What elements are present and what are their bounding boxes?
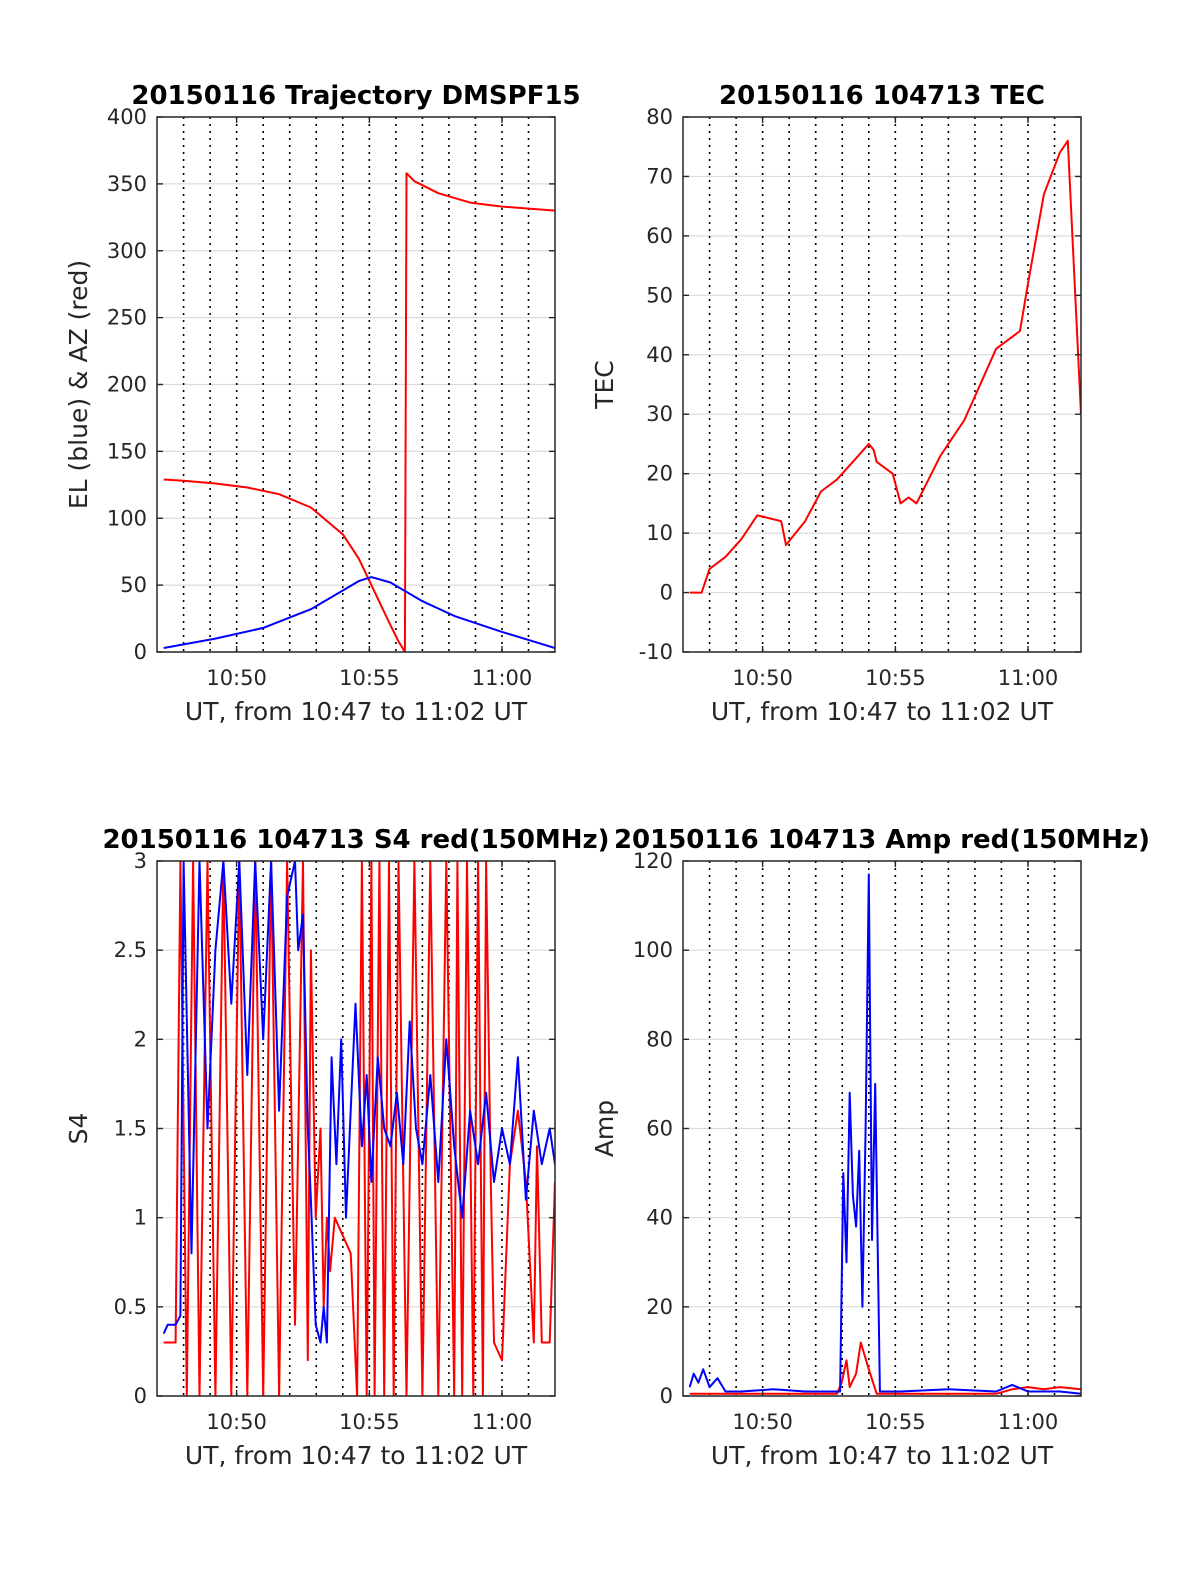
series-line-1 — [689, 139, 1081, 594]
chart-2: 10:50 10:55 11:00 -10 0 10 20 30 40 50 60 70 80 20150… — [590, 81, 1082, 726]
y-tick-label: -10 — [639, 640, 673, 664]
y-tick-label: 40 — [646, 1206, 673, 1230]
y-tick-label: 20 — [646, 462, 673, 486]
series-line-2 — [163, 576, 555, 649]
x-tick-label: 10:50 — [206, 1410, 267, 1434]
x-tick-label: 10:55 — [339, 1410, 400, 1434]
y-tick-label: 1 — [134, 1206, 147, 1230]
x-axis-label: UT, from 10:47 to 11:02 UT — [711, 697, 1054, 726]
x-tick-label: 11:00 — [472, 1410, 533, 1434]
x-tick-label: 10:50 — [206, 666, 267, 690]
y-tick-label: 50 — [646, 283, 673, 307]
plot-area — [683, 117, 1081, 652]
x-tick-label: 10:50 — [732, 1410, 793, 1434]
x-tick-label: 11:00 — [998, 1410, 1059, 1434]
y-tick-label: 60 — [646, 1117, 673, 1141]
x-axis-label: UT, from 10:47 to 11:02 UT — [711, 1441, 1054, 1470]
y-tick-label: 200 — [107, 373, 147, 397]
y-tick-label: 100 — [633, 938, 673, 962]
y-tick-label: 40 — [646, 343, 673, 367]
series-line-2 — [162, 861, 555, 1344]
y-tick-label: 2.5 — [114, 938, 147, 962]
x-tick-label: 10:55 — [865, 1410, 926, 1434]
y-tick-label: 30 — [646, 402, 673, 426]
y-tick-label: 80 — [646, 1027, 673, 1051]
y-axis-label: S4 — [64, 1113, 93, 1145]
x-axis-label: UT, from 10:47 to 11:02 UT — [185, 697, 528, 726]
y-tick-label: 2 — [134, 1027, 147, 1051]
y-tick-label: 250 — [107, 306, 147, 330]
x-tick-label: 10:50 — [732, 666, 793, 690]
y-tick-label: 0 — [660, 1384, 673, 1408]
y-tick-label: 70 — [646, 164, 673, 188]
series-line-1 — [163, 861, 555, 1396]
y-axis-label: EL (blue) & AZ (red) — [64, 260, 93, 509]
chart-title: 20150116 104713 S4 red(150MHz) — [102, 825, 609, 855]
y-tick-label: 0.5 — [114, 1295, 147, 1319]
y-tick-label: 100 — [107, 506, 147, 530]
x-tick-label: 11:00 — [998, 666, 1059, 690]
y-tick-label: 20 — [646, 1295, 673, 1319]
y-tick-label: 10 — [646, 521, 673, 545]
x-tick-label: 10:55 — [339, 666, 400, 690]
chart-title: 20150116 Trajectory DMSPF15 — [131, 81, 580, 111]
chart-title: 20150116 104713 Amp red(150MHz) — [614, 825, 1150, 855]
y-tick-label: 0 — [660, 581, 673, 605]
y-tick-label: 80 — [646, 105, 673, 129]
y-tick-label: 300 — [107, 239, 147, 263]
series-line-2 — [688, 873, 1081, 1395]
series-line-1 — [163, 172, 555, 652]
y-axis-label: TEC — [590, 360, 619, 410]
y-tick-label: 120 — [633, 849, 673, 873]
y-tick-label: 0 — [134, 640, 147, 664]
x-tick-label: 10:55 — [865, 666, 926, 690]
y-tick-label: 3 — [134, 849, 147, 873]
y-tick-label: 60 — [646, 224, 673, 248]
chart-title: 20150116 104713 TEC — [719, 81, 1045, 111]
y-tick-label: 400 — [107, 105, 147, 129]
axes-box — [682, 116, 1082, 653]
y-tick-label: 350 — [107, 172, 147, 196]
y-tick-label: 0 — [134, 1384, 147, 1408]
x-tick-label: 11:00 — [472, 666, 533, 690]
y-axis-label: Amp — [590, 1100, 619, 1157]
y-tick-label: 1.5 — [114, 1117, 147, 1141]
y-tick-label: 50 — [120, 573, 147, 597]
series-line-1 — [689, 1341, 1081, 1395]
x-axis-label: UT, from 10:47 to 11:02 UT — [185, 1441, 528, 1470]
chart-1: 10:50 10:55 11:00 0 50 100 150 200 250 300 350 4002… — [64, 81, 581, 726]
y-tick-label: 150 — [107, 439, 147, 463]
